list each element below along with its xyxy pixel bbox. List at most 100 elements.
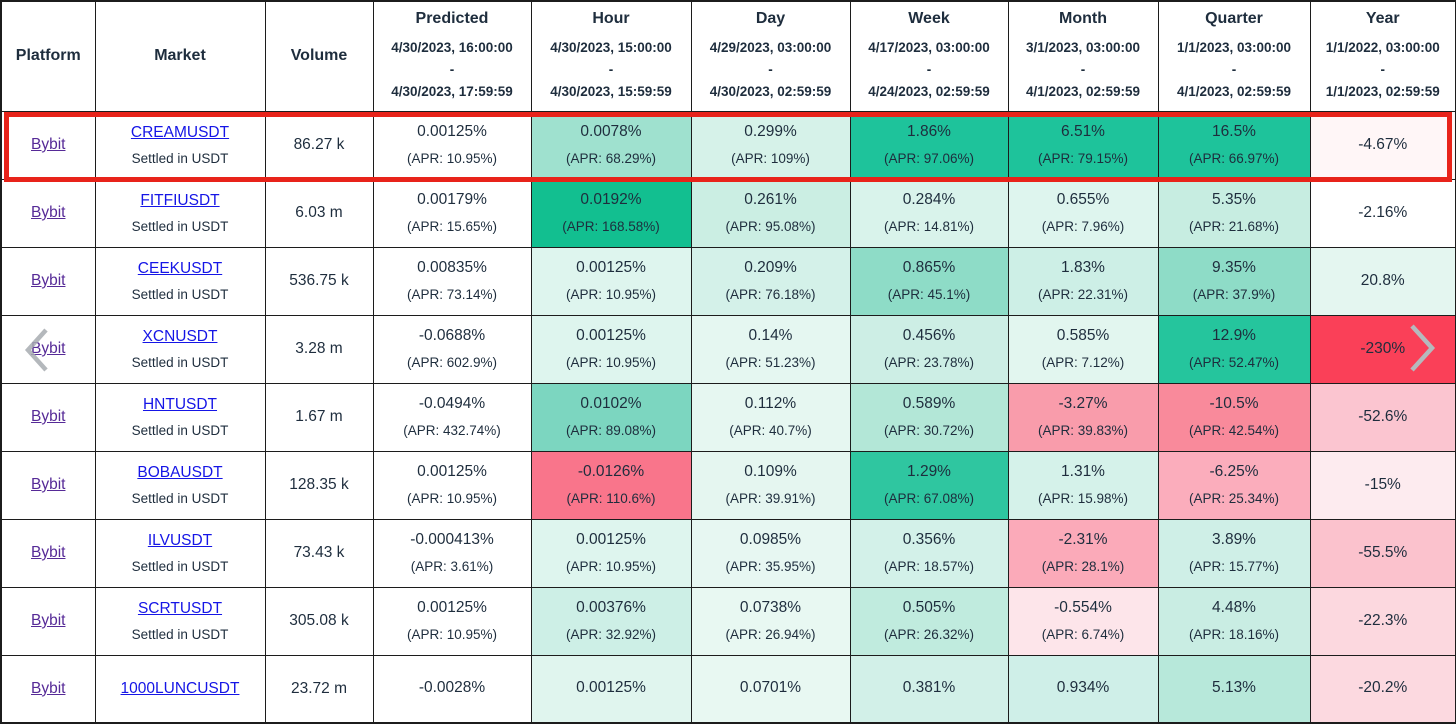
- month-cell: 1.83% (APR: 22.31%): [1007, 246, 1159, 316]
- table-body: Bybit CREAMUSDT Settled in USDT 86.27 k 0…: [0, 110, 1456, 724]
- rate-value: -6.25%: [1209, 463, 1259, 481]
- col-header-hour: Hour 4/30/2023, 15:00:00 - 4/30/2023, 15…: [530, 0, 692, 112]
- platform-link[interactable]: Bybit: [31, 544, 66, 561]
- col-header-day: Day 4/29/2023, 03:00:00 - 4/30/2023, 02:…: [690, 0, 851, 112]
- chevron-right-icon: [1410, 324, 1436, 372]
- apr-value: (APR: 168.58%): [562, 218, 660, 234]
- rate-value: 0.00125%: [576, 327, 646, 345]
- market-link[interactable]: ILVUSDT: [147, 532, 213, 549]
- col-header-quarter: Quarter 1/1/2023, 03:00:00 - 4/1/2023, 0…: [1157, 0, 1311, 112]
- quarter-cell: -10.5% (APR: 42.54%): [1157, 382, 1311, 452]
- market-link[interactable]: XCNUSDT: [142, 328, 218, 345]
- platform-link[interactable]: Bybit: [31, 408, 66, 425]
- week-cell: 0.505% (APR: 26.32%): [849, 586, 1009, 656]
- settled-label: Settled in USDT: [131, 423, 229, 438]
- apr-value: (APR: 42.54%): [1188, 422, 1280, 438]
- platform-link[interactable]: Bybit: [31, 476, 66, 493]
- column-label: Hour: [592, 9, 630, 27]
- apr-value: (APR: 89.08%): [565, 422, 657, 438]
- volume-cell: 305.08 k: [264, 586, 374, 656]
- rate-value: 0.0102%: [580, 395, 642, 413]
- apr-value: (APR: 52.47%): [1188, 354, 1280, 370]
- rate-value: 0.209%: [744, 259, 797, 277]
- col-header-month: Month 3/1/2023, 03:00:00 - 4/1/2023, 02:…: [1007, 0, 1159, 112]
- week-cell: 1.29% (APR: 67.08%): [849, 450, 1009, 520]
- rate-value: -55.5%: [1358, 543, 1408, 561]
- month-cell: 6.51% (APR: 79.15%): [1007, 110, 1159, 180]
- rate-value: 0.0738%: [739, 599, 802, 617]
- column-label: Platform: [15, 47, 81, 65]
- platform-link[interactable]: Bybit: [31, 136, 66, 153]
- rate-value: 0.299%: [744, 123, 797, 141]
- rate-value: 0.00125%: [576, 531, 646, 549]
- volume-cell: 86.27 k: [264, 110, 374, 180]
- year-cell: -20.2%: [1309, 654, 1456, 724]
- range-start: 4/30/2023, 16:00:00: [391, 39, 513, 55]
- rate-value: 0.589%: [902, 395, 956, 413]
- volume-cell: 536.75 k: [264, 246, 374, 316]
- market-link[interactable]: BOBAUSDT: [137, 464, 223, 481]
- hour-cell: 0.00125% (APR: 10.95%): [530, 314, 692, 384]
- column-label: Quarter: [1205, 9, 1263, 27]
- col-header-platform: Platform: [0, 0, 96, 112]
- platform-link[interactable]: Bybit: [31, 340, 66, 357]
- year-cell: -22.3%: [1309, 586, 1456, 656]
- quarter-cell: -6.25% (APR: 25.34%): [1157, 450, 1311, 520]
- col-header-market: Market: [94, 0, 266, 112]
- platform-cell: Bybit: [0, 450, 96, 520]
- market-cell: CEEKUSDT Settled in USDT: [94, 246, 266, 316]
- table-row: Bybit HNTUSDT Settled in USDT 1.67 m -0.0…: [0, 382, 1456, 452]
- range-end: 4/30/2023, 17:59:59: [391, 83, 513, 99]
- platform-link[interactable]: Bybit: [31, 204, 66, 221]
- market-link[interactable]: FITFIUSDT: [140, 192, 220, 209]
- platform-link[interactable]: Bybit: [31, 612, 66, 629]
- table-row: Bybit CREAMUSDT Settled in USDT 86.27 k 0…: [0, 110, 1456, 180]
- market-link[interactable]: CREAMUSDT: [130, 124, 230, 141]
- carousel-next-button[interactable]: [1404, 320, 1440, 376]
- quarter-cell: 16.5% (APR: 66.97%): [1157, 110, 1311, 180]
- platform-cell: Bybit: [0, 246, 96, 316]
- rate-value: 0.865%: [902, 259, 956, 277]
- predicted-cell: -0.0494% (APR: 432.74%): [372, 382, 532, 452]
- volume-cell: 3.28 m: [264, 314, 374, 384]
- rate-value: -0.0688%: [418, 327, 486, 345]
- settled-label: Settled in USDT: [131, 287, 229, 302]
- platform-link[interactable]: Bybit: [31, 679, 66, 697]
- hour-cell: 0.00125% (APR: 10.95%): [530, 246, 692, 316]
- rate-value: -2.31%: [1058, 531, 1108, 549]
- month-cell: 0.655% (APR: 7.96%): [1007, 178, 1159, 248]
- rate-value: 0.14%: [748, 327, 793, 345]
- year-cell: -52.6%: [1309, 382, 1456, 452]
- market-link[interactable]: 1000LUNCUSDT: [120, 679, 240, 697]
- year-cell: -55.5%: [1309, 518, 1456, 588]
- rate-value: 3.89%: [1212, 531, 1256, 549]
- rate-value: 0.00835%: [417, 259, 487, 277]
- rate-value: 0.109%: [744, 463, 797, 481]
- predicted-cell: -0.0688% (APR: 602.9%): [372, 314, 532, 384]
- rate-value: -230%: [1360, 339, 1406, 357]
- range-separator: -: [449, 61, 455, 77]
- market-link[interactable]: HNTUSDT: [142, 396, 218, 413]
- market-link[interactable]: CEEKUSDT: [137, 260, 223, 277]
- volume-cell: 23.72 m: [264, 654, 374, 724]
- table-header: Platform Market Volume Predicted 4/30/20…: [0, 0, 1456, 112]
- rate-value: -15%: [1364, 475, 1401, 493]
- apr-value: (APR: 45.1%): [887, 286, 971, 302]
- platform-link[interactable]: Bybit: [31, 272, 66, 289]
- market-link[interactable]: SCRTUSDT: [137, 600, 223, 617]
- column-label: Month: [1059, 9, 1107, 27]
- rate-value: -0.0028%: [418, 679, 486, 697]
- hour-cell: -0.0126% (APR: 110.6%): [530, 450, 692, 520]
- range-end: 4/1/2023, 02:59:59: [1176, 83, 1292, 99]
- apr-value: (APR: 18.57%): [883, 558, 975, 574]
- apr-value: (APR: 15.98%): [1037, 490, 1129, 506]
- col-header-predicted: Predicted 4/30/2023, 16:00:00 - 4/30/202…: [372, 0, 532, 112]
- rate-value: 1.86%: [907, 123, 951, 141]
- apr-value: (APR: 39.91%): [725, 490, 816, 506]
- rate-value: 0.00125%: [417, 463, 487, 481]
- carousel-prev-button[interactable]: [20, 324, 56, 376]
- platform-cell: Bybit: [0, 518, 96, 588]
- rate-value: 0.0985%: [739, 531, 802, 549]
- apr-value: (APR: 7.12%): [1041, 354, 1125, 370]
- rate-value: 20.8%: [1360, 271, 1405, 289]
